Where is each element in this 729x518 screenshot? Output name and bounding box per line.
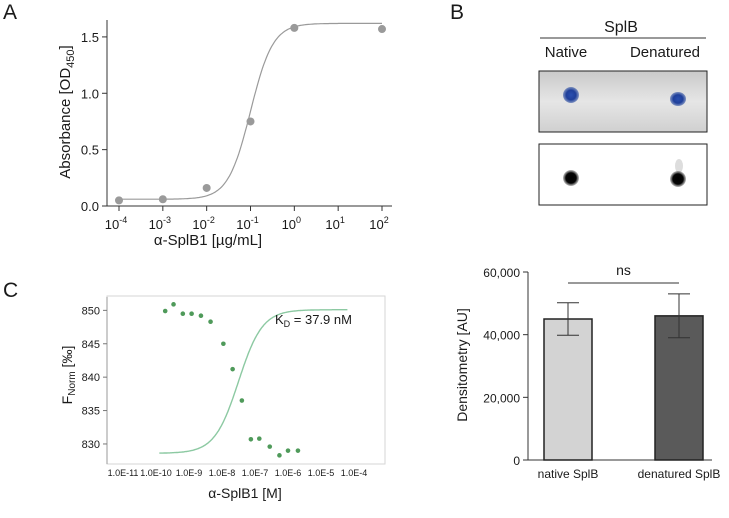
panel-letter-b: B bbox=[450, 1, 465, 24]
chart-c-y-ticks: 830 835 840 845 850 bbox=[82, 305, 107, 451]
chart-d-y-tick-label: 60,000 bbox=[483, 266, 520, 280]
chart-d-x-tick-label: native SplB bbox=[538, 467, 599, 481]
chart-c-x-ticks: 1.0E-11 1.0E-10 1.0E-9 1.0E-8 1.0E-7 1.0E-6 1.… bbox=[108, 468, 368, 478]
chart-d-densitometry: 0 20,000 40,000 60,000 native SplB denatured… bbox=[454, 262, 720, 481]
panel-letter-a: A bbox=[3, 1, 18, 24]
chart-a-axes bbox=[106, 20, 392, 207]
chart-a-point bbox=[246, 117, 255, 126]
chart-a-y-axis-label: Absorbance [OD450] bbox=[57, 45, 77, 178]
blot-lane-label-native: Native bbox=[545, 44, 588, 61]
chart-a-point bbox=[115, 196, 123, 205]
chart-a-y-ticks: 0.0 0.5 1.0 1.5 bbox=[81, 30, 107, 214]
panel-b-blot: SplB Native Denatured bbox=[538, 19, 708, 206]
chart-c-x-tick-label: 1.0E-8 bbox=[209, 468, 236, 478]
chart-a-x-tick-label: 100 bbox=[282, 215, 301, 232]
chart-c-x-tick-label: 1.0E-7 bbox=[242, 468, 269, 478]
chart-a-y-tick-label: 0.5 bbox=[81, 143, 99, 158]
blot-lane-label-denatured: Denatured bbox=[630, 44, 700, 61]
chart-a-point bbox=[290, 23, 299, 32]
chart-c-point bbox=[239, 398, 245, 403]
chart-a-point bbox=[202, 183, 211, 192]
chart-d-y-ticks: 0 20,000 40,000 60,000 bbox=[483, 266, 528, 468]
chart-d-bar bbox=[543, 318, 593, 461]
chart-c-data-points bbox=[162, 302, 301, 458]
chart-d-y-axis-label: Densitometry [AU] bbox=[454, 308, 470, 422]
chart-a-y-tick-label: 1.0 bbox=[81, 86, 99, 101]
chart-c-point bbox=[230, 366, 235, 372]
chart-c-y-tick-label: 840 bbox=[82, 372, 100, 384]
chart-a-x-ticks: 10-4 10-3 10-2 10-1 100 101 102 bbox=[105, 206, 389, 232]
chart-a-x-tick-label: 10-3 bbox=[149, 215, 171, 232]
chart-c-point bbox=[189, 311, 194, 317]
chart-d-error-bars bbox=[557, 293, 690, 339]
chart-d-y-tick-label: 0 bbox=[513, 454, 520, 468]
chart-a-absorbance: 0.0 0.5 1.0 1.5 10-4 10-3 10-2 10-1 100 101 102 α… bbox=[57, 20, 392, 249]
chart-a-data-points bbox=[115, 23, 386, 205]
chart-d-x-tick-labels: native SplB denatured SplB bbox=[538, 467, 721, 481]
chart-c-x-tick-label: 1.0E-5 bbox=[308, 468, 335, 478]
chart-d-bars bbox=[543, 315, 704, 461]
chart-d-significance-label: ns bbox=[616, 262, 631, 278]
chart-a-x-axis-label: α-SplB1 [µg/mL] bbox=[154, 232, 262, 249]
chart-a-fit-curve bbox=[119, 22, 382, 200]
chart-d-y-tick-label: 40,000 bbox=[483, 329, 520, 343]
chart-a-y-tick-label: 0.0 bbox=[81, 199, 99, 214]
chart-c-x-tick-label: 1.0E-10 bbox=[140, 468, 172, 478]
chart-c-fit-curve bbox=[159, 309, 348, 454]
chart-a-x-tick-label: 102 bbox=[369, 215, 388, 232]
blot-spot-denatured-black bbox=[670, 171, 686, 187]
chart-c-x-tick-label: 1.0E-9 bbox=[176, 468, 203, 478]
chart-c-point bbox=[198, 313, 204, 319]
chart-c-x-axis-label: α-SplB1 [M] bbox=[208, 485, 281, 501]
chart-c-point bbox=[208, 319, 213, 325]
chart-c-y-tick-label: 835 bbox=[82, 406, 100, 418]
chart-c-point bbox=[162, 308, 168, 314]
chart-c-kd-annotation: KD = 37.9 nM bbox=[275, 312, 352, 329]
chart-d-bar bbox=[654, 315, 704, 461]
chart-c-point bbox=[285, 448, 291, 453]
chart-c-y-tick-label: 850 bbox=[82, 305, 100, 317]
chart-c-point bbox=[171, 302, 176, 307]
chart-c-point bbox=[221, 341, 226, 347]
chart-c-point bbox=[295, 448, 301, 453]
chart-c-point bbox=[267, 444, 273, 449]
blot-spot-native-black bbox=[563, 170, 579, 186]
blot-protein-label: SplB bbox=[604, 19, 638, 36]
chart-a-x-tick-label: 10-4 bbox=[105, 215, 127, 232]
chart-a-point bbox=[378, 25, 386, 34]
chart-a-x-tick-label: 101 bbox=[325, 215, 344, 232]
chart-d-x-tick-label: denatured SplB bbox=[638, 467, 721, 481]
chart-c-x-tick-label: 1.0E-4 bbox=[341, 468, 368, 478]
chart-c-point bbox=[257, 436, 262, 441]
chart-c-point bbox=[180, 311, 186, 317]
chart-a-x-tick-label: 10-2 bbox=[192, 215, 214, 232]
chart-c-y-tick-label: 845 bbox=[82, 339, 100, 351]
chart-c-y-axis-label: FNorm [‰] bbox=[59, 346, 78, 405]
chart-a-point bbox=[158, 195, 167, 204]
chart-a-x-tick-label: 10-1 bbox=[236, 215, 258, 232]
chart-c-x-tick-label: 1.0E-11 bbox=[108, 468, 139, 478]
blot-spot-native-blue bbox=[563, 87, 579, 103]
chart-d-y-tick-label: 20,000 bbox=[483, 391, 520, 405]
panel-letter-c: C bbox=[3, 279, 19, 302]
chart-c-point bbox=[277, 453, 282, 458]
chart-c-point bbox=[248, 436, 254, 442]
chart-c-y-tick-label: 830 bbox=[82, 439, 100, 451]
blot-spot-smear bbox=[675, 159, 683, 173]
chart-c-x-tick-label: 1.0E-6 bbox=[275, 468, 302, 478]
blot-spot-denatured-blue bbox=[670, 92, 686, 106]
chart-a-y-tick-label: 1.5 bbox=[81, 30, 99, 45]
